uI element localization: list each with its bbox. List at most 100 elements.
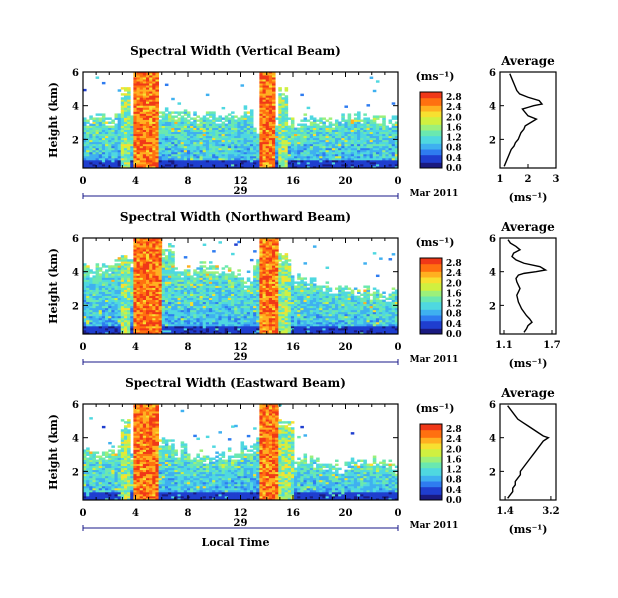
heatmap-cell	[246, 115, 251, 118]
heatmap-cell	[385, 153, 389, 157]
heatmap-cell	[281, 161, 285, 165]
heatmap-cell	[190, 141, 194, 145]
heatmap-cell	[139, 85, 144, 88]
heatmap-cell	[209, 127, 213, 130]
heatmap-cell	[177, 307, 182, 311]
heatmap-cell	[89, 303, 93, 307]
heatmap-cell	[155, 141, 159, 145]
heatmap-cell	[205, 149, 210, 153]
heatmap-cell	[117, 289, 122, 292]
heatmap-cell	[127, 273, 131, 276]
heatmap-cell	[155, 109, 159, 112]
heatmap-cell	[366, 127, 371, 130]
heatmap-cell	[146, 109, 150, 112]
heatmap-cell	[158, 143, 163, 147]
x-tick-label: 12	[234, 176, 248, 187]
heatmap-cell	[322, 159, 326, 163]
heatmap-cell	[375, 123, 380, 126]
heatmap-cell	[328, 151, 333, 155]
heatmap-cell	[357, 117, 361, 120]
heatmap-cell	[136, 143, 141, 147]
heatmap-cell	[86, 275, 90, 278]
heatmap-cell	[290, 127, 295, 130]
heatmap-cell	[108, 121, 112, 124]
heatmap-cell	[265, 103, 270, 106]
heatmap-cell	[152, 147, 156, 151]
heatmap-cell	[139, 241, 144, 244]
heatmap-cell	[127, 287, 131, 290]
heatmap-cell	[95, 301, 100, 305]
heatmap-cell	[89, 287, 93, 290]
heatmap-cell	[237, 129, 241, 133]
heatmap-cell	[259, 113, 263, 116]
heatmap-cell	[375, 149, 380, 153]
heatmap-cell	[136, 259, 141, 262]
heatmap-cell	[319, 159, 323, 163]
heatmap-cell	[149, 323, 153, 327]
heatmap-cell	[366, 163, 371, 167]
heatmap-cell	[209, 327, 213, 331]
heatmap-cell	[246, 270, 251, 273]
heatmap-cell	[86, 317, 90, 321]
heatmap-cell	[394, 131, 399, 135]
heatmap-cell	[155, 327, 159, 331]
heatmap-cell	[253, 287, 257, 290]
heatmap-cell	[227, 319, 232, 323]
heatmap-cell	[199, 315, 204, 319]
heatmap-cell	[284, 141, 289, 145]
heatmap-cell	[382, 159, 386, 163]
heatmap-cell	[105, 323, 109, 327]
heatmap-cell	[294, 159, 298, 163]
heatmap-cell	[152, 131, 156, 135]
heatmap-cell	[146, 293, 150, 296]
heatmap-cell	[249, 297, 254, 301]
heatmap-cell	[212, 303, 216, 307]
heatmap-cell	[127, 291, 131, 294]
heatmap-cell	[372, 157, 377, 161]
heatmap-cell	[231, 143, 235, 147]
heatmap-cell	[256, 327, 260, 331]
heatmap-cell	[127, 137, 131, 141]
heatmap-cell	[89, 279, 93, 282]
heatmap-cell	[155, 323, 159, 327]
heatmap-cell	[388, 131, 393, 135]
heatmap-cell	[231, 331, 235, 335]
heatmap-cell	[130, 147, 134, 151]
heatmap-cell	[259, 133, 263, 137]
heatmap-cell	[268, 151, 273, 155]
heatmap-cell	[268, 93, 273, 96]
heatmap-cell	[127, 141, 131, 145]
heatmap-cell	[142, 251, 147, 254]
heatmap-cell	[117, 161, 122, 165]
heatmap-cell	[171, 279, 175, 282]
heatmap-cell	[127, 305, 131, 309]
heatmap-cell	[316, 125, 320, 128]
heatmap-cell	[224, 277, 229, 280]
heatmap-cell	[193, 323, 197, 327]
heatmap-cell	[139, 137, 144, 141]
colorbar-swatch	[420, 143, 442, 146]
heatmap-cell	[221, 151, 226, 155]
heatmap-cell	[155, 111, 159, 114]
heatmap-cell	[117, 303, 122, 307]
heatmap-cell	[278, 99, 282, 102]
heatmap-cell	[133, 309, 137, 313]
heatmap-cell	[142, 165, 147, 169]
heatmap-cell	[209, 111, 213, 114]
heatmap-cell	[127, 93, 131, 96]
heatmap-cell	[139, 165, 144, 169]
heatmap-cell	[212, 159, 216, 163]
heatmap-cell	[231, 327, 235, 331]
heatmap-cell	[92, 141, 96, 145]
heatmap-cell	[174, 289, 178, 292]
heatmap-cell	[105, 305, 109, 309]
heatmap-cell	[111, 325, 115, 329]
heatmap-cell	[234, 329, 238, 333]
heatmap-cell	[83, 88, 87, 92]
heatmap-cell	[142, 327, 147, 331]
heatmap-cell	[120, 131, 125, 135]
heatmap-cell	[101, 329, 106, 333]
heatmap-cell	[98, 303, 103, 307]
heatmap-cell	[180, 133, 185, 137]
heatmap-cell	[139, 271, 144, 274]
